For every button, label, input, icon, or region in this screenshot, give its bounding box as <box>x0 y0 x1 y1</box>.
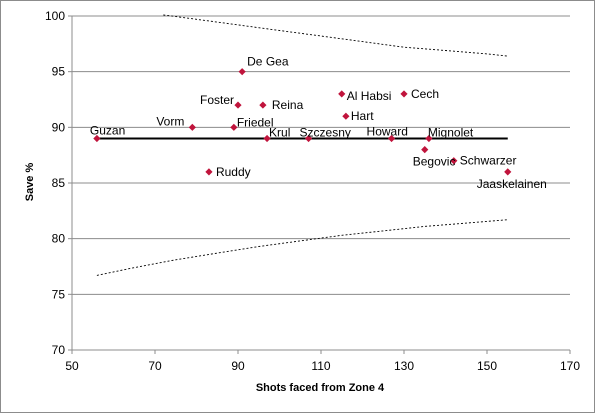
data-point <box>259 101 266 108</box>
x-tick-label: 110 <box>311 359 330 373</box>
data-point <box>504 168 511 175</box>
lower-bound-curve <box>97 220 508 276</box>
point-label: Foster <box>200 93 234 107</box>
y-tick-label: 85 <box>52 176 66 190</box>
point-label: Vorm <box>156 114 184 128</box>
data-point <box>239 68 246 75</box>
x-axis-title: Shots faced from Zone 4 <box>256 382 385 394</box>
point-label: Reina <box>272 98 304 112</box>
point-label: Friedel <box>237 115 274 129</box>
point-label: Guzan <box>90 123 125 137</box>
data-point <box>205 168 212 175</box>
y-tick-labels: 70 75 80 85 90 95 100 <box>45 9 65 357</box>
data-point <box>234 101 241 108</box>
point-label: Krul <box>269 125 290 139</box>
point-label: De Gea <box>247 55 289 69</box>
point-label: Hart <box>351 109 374 123</box>
data-point <box>338 90 345 97</box>
x-tick-label: 50 <box>65 359 79 373</box>
data-point <box>421 146 428 153</box>
point-label: Schwarzer <box>460 154 517 168</box>
point-label: Szczesny <box>300 125 351 139</box>
point-label: Howard <box>367 124 408 138</box>
confidence-bounds <box>97 15 508 276</box>
y-tick-label: 80 <box>52 232 66 246</box>
x-tick-label: 130 <box>394 359 414 373</box>
y-tick-label: 75 <box>52 287 66 301</box>
x-tick-label: 150 <box>477 359 497 373</box>
x-tick-label: 170 <box>560 359 580 373</box>
data-point <box>342 113 349 120</box>
data-point <box>400 90 407 97</box>
x-tick-label: 70 <box>148 359 162 373</box>
point-label: Ruddy <box>216 165 251 179</box>
point-label: Cech <box>411 87 439 101</box>
data-point <box>189 124 196 131</box>
y-tick-label: 95 <box>52 65 66 79</box>
y-tick-label: 90 <box>52 120 66 134</box>
point-label: Begovic <box>413 155 456 169</box>
y-axis-title: Save % <box>24 163 36 202</box>
y-tick-label: 70 <box>52 343 66 357</box>
x-tick-labels: 50 70 90 110 130 150 170 <box>65 359 580 373</box>
point-label: Mignolet <box>428 125 474 139</box>
point-label: Al Habsi <box>347 89 392 103</box>
x-tick-label: 90 <box>231 359 245 373</box>
y-tick-label: 100 <box>45 9 65 23</box>
point-label: Jaaskelainen <box>477 177 547 191</box>
upper-bound-curve <box>163 15 508 56</box>
